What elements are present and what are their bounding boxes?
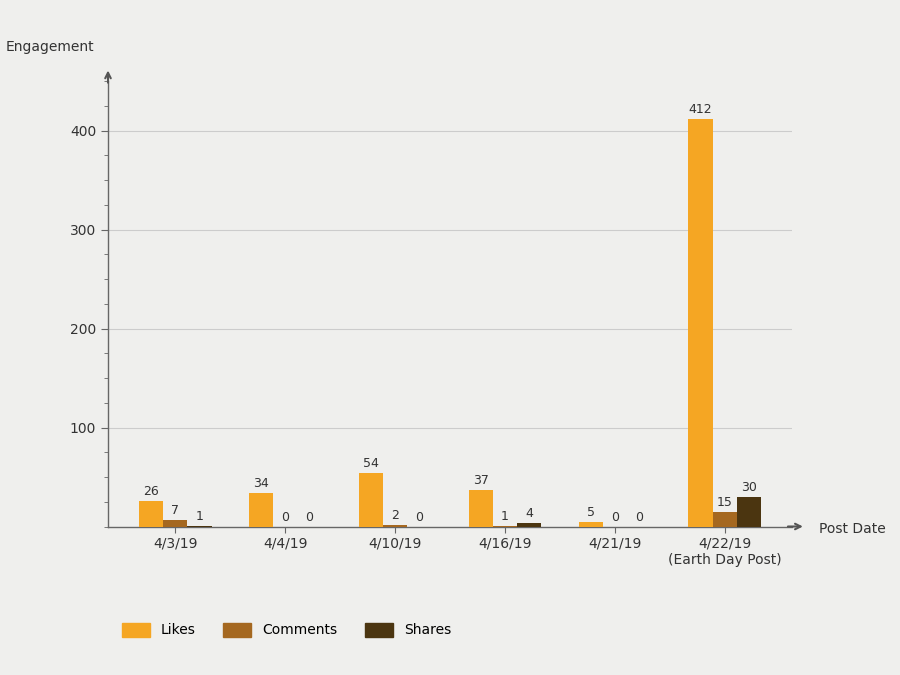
Text: 0: 0 <box>305 510 313 524</box>
Text: 37: 37 <box>472 474 489 487</box>
Text: 0: 0 <box>415 510 423 524</box>
Text: 1: 1 <box>501 510 508 522</box>
Text: Post Date: Post Date <box>819 522 886 536</box>
Text: Engagement: Engagement <box>5 40 94 54</box>
Text: 34: 34 <box>253 477 269 490</box>
Text: 5: 5 <box>587 506 595 518</box>
Bar <box>713 512 737 526</box>
Bar <box>737 497 760 526</box>
Text: 30: 30 <box>741 481 757 494</box>
Bar <box>517 522 541 526</box>
Bar <box>469 490 493 526</box>
Bar <box>383 524 407 526</box>
Text: 1: 1 <box>195 510 203 522</box>
Legend: Likes, Comments, Shares: Likes, Comments, Shares <box>115 616 458 645</box>
Bar <box>163 520 187 526</box>
Bar <box>579 522 603 526</box>
Text: 0: 0 <box>611 510 619 524</box>
Bar <box>688 119 713 526</box>
Text: 0: 0 <box>635 510 643 524</box>
Text: 26: 26 <box>143 485 159 497</box>
Text: 7: 7 <box>171 504 179 516</box>
Text: 15: 15 <box>716 495 733 509</box>
Text: 412: 412 <box>688 103 712 115</box>
Text: 54: 54 <box>363 457 379 470</box>
Text: 4: 4 <box>526 506 533 520</box>
Bar <box>140 501 163 526</box>
Bar <box>359 473 383 526</box>
Text: 0: 0 <box>281 510 289 524</box>
Bar <box>249 493 273 526</box>
Text: 2: 2 <box>392 508 399 522</box>
